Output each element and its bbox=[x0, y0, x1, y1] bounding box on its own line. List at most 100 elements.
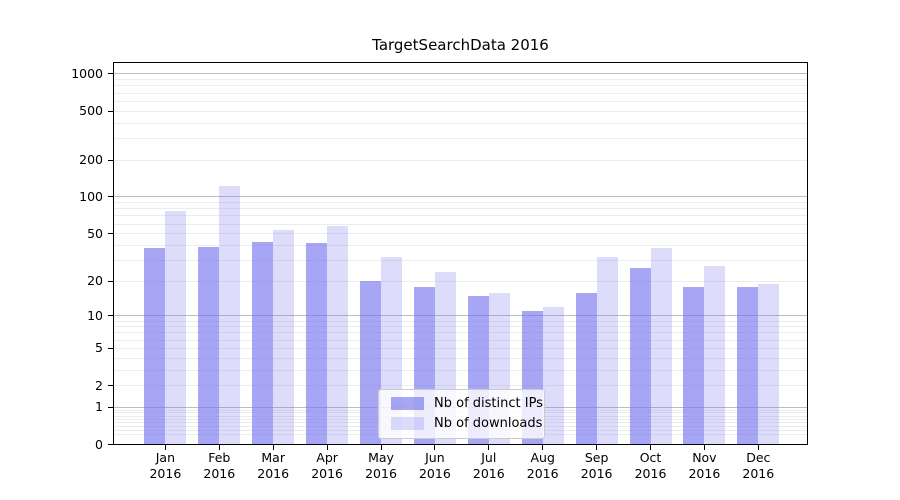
gridline-minor bbox=[114, 332, 807, 334]
y-tick-label: 50 bbox=[87, 225, 103, 241]
gridline-minor bbox=[114, 244, 807, 246]
y-tick bbox=[108, 73, 113, 75]
y-tick-label: 5 bbox=[95, 340, 103, 356]
bar-nb-of-downloads-apr bbox=[327, 225, 349, 445]
bar-nb-of-downloads-mar bbox=[273, 229, 295, 445]
gridline-minor bbox=[114, 100, 807, 102]
y-tick bbox=[108, 280, 113, 282]
gridline-minor bbox=[114, 79, 807, 81]
y-tick-label: 20 bbox=[87, 273, 103, 289]
x-tick bbox=[488, 445, 490, 450]
x-tick-label-dec: Dec 2016 bbox=[742, 450, 775, 481]
legend-label: Nb of downloads bbox=[434, 416, 543, 431]
x-tick bbox=[272, 445, 274, 450]
legend-label: Nb of distinct IPs bbox=[434, 396, 543, 411]
gridline-major bbox=[114, 196, 807, 198]
bar-nb-of-downloads-sep bbox=[596, 256, 618, 445]
gridline-minor bbox=[114, 215, 807, 217]
x-tick-label-feb: Feb 2016 bbox=[203, 450, 236, 481]
y-tick bbox=[108, 110, 113, 112]
x-tick bbox=[164, 445, 166, 450]
bar-nb-of-downloads-aug bbox=[542, 306, 564, 445]
gridline-minor bbox=[114, 92, 807, 94]
bar-nb-of-distinct-ips-apr bbox=[306, 242, 328, 445]
legend-swatch-icon bbox=[391, 417, 424, 430]
gridline-minor bbox=[114, 326, 807, 328]
gridline-minor bbox=[114, 202, 807, 204]
bar-nb-of-distinct-ips-nov bbox=[683, 286, 705, 445]
legend-swatch-icon bbox=[391, 397, 424, 410]
x-tick-label-nov: Nov 2016 bbox=[688, 450, 721, 481]
y-tick-label: 1 bbox=[95, 399, 103, 415]
y-tick-label: 100 bbox=[79, 188, 103, 204]
bar-nb-of-distinct-ips-dec bbox=[737, 286, 759, 445]
x-tick-label-jun: Jun 2016 bbox=[418, 450, 451, 481]
x-tick-label-mar: Mar 2016 bbox=[257, 450, 290, 481]
y-tick bbox=[108, 196, 113, 198]
gridline-minor bbox=[114, 233, 807, 235]
x-tick-label-aug: Aug 2016 bbox=[526, 450, 559, 481]
gridline-minor bbox=[114, 137, 807, 139]
x-tick bbox=[596, 445, 598, 450]
y-tick bbox=[108, 347, 113, 349]
y-tick-label: 200 bbox=[79, 152, 103, 168]
x-tick-label-apr: Apr 2016 bbox=[311, 450, 343, 481]
chart-title: TargetSearchData 2016 bbox=[372, 36, 549, 54]
bar-nb-of-downloads-oct bbox=[650, 248, 672, 445]
y-tick-label: 2 bbox=[95, 377, 103, 393]
bar-nb-of-distinct-ips-feb bbox=[198, 246, 220, 445]
gridline-minor bbox=[114, 385, 807, 387]
legend-item-nb-of-downloads: Nb of downloads bbox=[391, 417, 542, 430]
gridline-minor bbox=[114, 208, 807, 210]
x-tick-label-jan: Jan 2016 bbox=[149, 450, 182, 481]
gridline-minor bbox=[114, 320, 807, 322]
bar-nb-of-downloads-feb bbox=[219, 186, 241, 445]
y-tick bbox=[108, 385, 113, 387]
bar-nb-of-distinct-ips-mar bbox=[252, 241, 274, 445]
y-tick-label: 10 bbox=[87, 307, 103, 323]
bar-nb-of-downloads-nov bbox=[704, 265, 726, 445]
gridline-minor bbox=[114, 369, 807, 371]
x-tick bbox=[434, 445, 436, 450]
x-tick-label-oct: Oct 2016 bbox=[634, 450, 667, 481]
y-tick bbox=[108, 233, 113, 235]
gridline-minor bbox=[114, 110, 807, 112]
bar-nb-of-distinct-ips-may bbox=[360, 281, 381, 445]
x-tick bbox=[757, 445, 759, 450]
bar-nb-of-distinct-ips-oct bbox=[629, 267, 651, 445]
gridline-minor bbox=[114, 223, 807, 225]
gridline-minor bbox=[114, 259, 807, 261]
gridline-minor bbox=[114, 122, 807, 124]
gridline-minor bbox=[114, 357, 807, 359]
y-tick bbox=[108, 159, 113, 161]
y-tick-label: 0 bbox=[95, 436, 103, 452]
bar-nb-of-distinct-ips-sep bbox=[575, 292, 597, 445]
y-tick bbox=[108, 315, 113, 317]
y-tick bbox=[108, 444, 113, 445]
gridline-major bbox=[114, 315, 807, 317]
bar-nb-of-downloads-dec bbox=[758, 283, 780, 445]
x-tick-label-may: May 2016 bbox=[365, 450, 397, 481]
gridline-minor bbox=[114, 280, 807, 282]
x-tick bbox=[218, 445, 220, 450]
x-tick bbox=[326, 445, 328, 450]
gridline-minor bbox=[114, 159, 807, 161]
y-tick-label: 500 bbox=[79, 103, 103, 119]
legend-item-nb-of-distinct-ips: Nb of distinct IPs bbox=[391, 397, 543, 410]
x-tick bbox=[703, 445, 705, 450]
x-tick-label-sep: Sep 2016 bbox=[580, 450, 613, 481]
x-tick bbox=[650, 445, 651, 450]
y-tick-label: 1000 bbox=[71, 65, 103, 81]
x-tick bbox=[542, 445, 544, 450]
y-tick bbox=[108, 406, 113, 408]
bar-nb-of-distinct-ips-jan bbox=[144, 248, 166, 445]
gridline-minor bbox=[114, 85, 807, 87]
gridline-minor bbox=[114, 339, 807, 341]
gridline-minor bbox=[114, 347, 807, 349]
legend: Nb of distinct IPs Nb of downloads bbox=[378, 389, 545, 439]
x-tick-label-jul: Jul 2016 bbox=[472, 450, 505, 481]
gridline-major bbox=[114, 73, 807, 75]
x-tick bbox=[380, 445, 382, 450]
bar-nb-of-downloads-jan bbox=[165, 210, 187, 445]
